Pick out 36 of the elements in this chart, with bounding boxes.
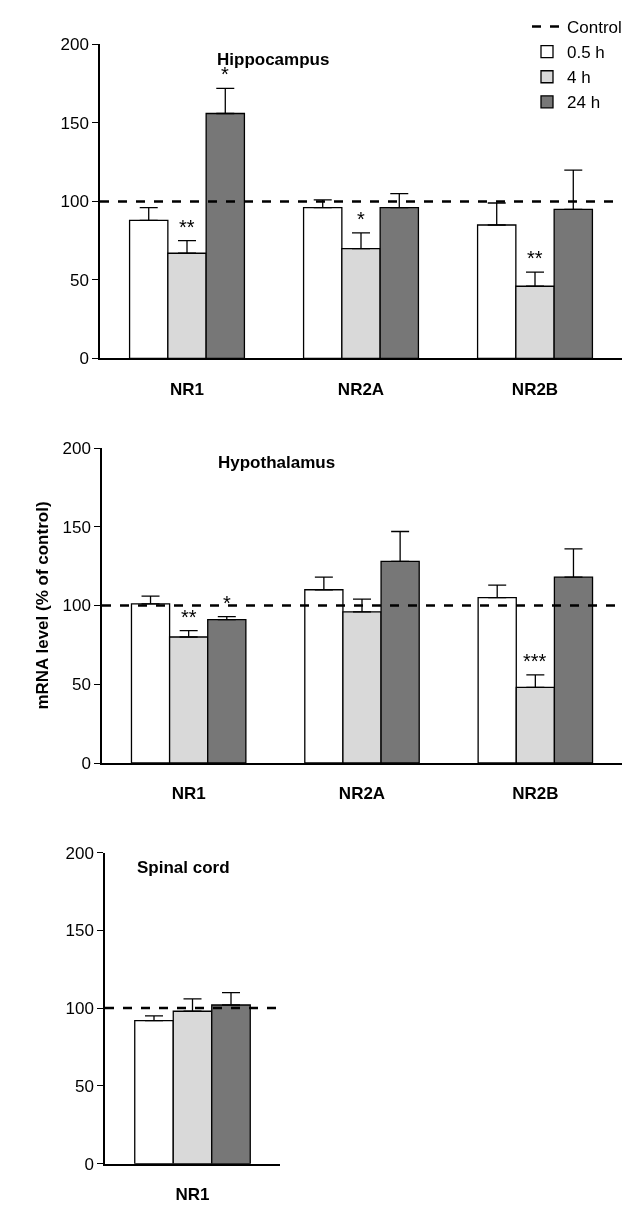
legend-label: 0.5 h bbox=[567, 43, 605, 63]
y-tick-label: 50 bbox=[74, 1076, 94, 1096]
legend-label: 4 h bbox=[567, 68, 591, 88]
y-tick-label: 100 bbox=[65, 999, 94, 1019]
data-label: * bbox=[223, 592, 231, 614]
y-tick-label: 150 bbox=[62, 517, 91, 537]
x-tick-label: NR1 bbox=[175, 1184, 210, 1204]
legend-label: Control bbox=[567, 18, 622, 38]
y-tick-label: 150 bbox=[60, 113, 89, 133]
x-tick-label: NR2A bbox=[338, 784, 386, 804]
x-tick-label: NR2B bbox=[512, 784, 559, 804]
y-tick-label: 150 bbox=[65, 921, 94, 941]
y-tick-label: 50 bbox=[71, 675, 91, 695]
data-label: ** bbox=[181, 606, 197, 628]
x-tick-label: NR2A bbox=[337, 379, 385, 399]
y-tick-label: 200 bbox=[60, 35, 89, 55]
x-tick-label: NR1 bbox=[169, 379, 205, 399]
y-tick-label: 200 bbox=[62, 438, 91, 458]
data-label: *** bbox=[523, 650, 547, 672]
data-label: * bbox=[357, 208, 365, 230]
legend-label: 24 h bbox=[567, 93, 601, 113]
x-tick-label: NR2B bbox=[511, 379, 559, 399]
chart-title: Spinal cord bbox=[137, 858, 230, 877]
y-tick-label: 0 bbox=[79, 349, 89, 369]
chart-title: Hippocampus bbox=[217, 50, 330, 69]
y-tick-label: 200 bbox=[65, 843, 94, 863]
data-label: ** bbox=[527, 247, 543, 269]
y-axis-title: mRNA level (% of control) bbox=[32, 501, 52, 710]
y-tick-label: 50 bbox=[69, 270, 89, 290]
y-tick-label: 0 bbox=[81, 753, 91, 773]
y-tick-label: 0 bbox=[84, 1154, 94, 1174]
data-label: ** bbox=[179, 216, 195, 238]
x-tick-label: NR1 bbox=[171, 784, 206, 804]
y-tick-label: 100 bbox=[62, 596, 91, 616]
chart-title: Hypothalamus bbox=[218, 453, 336, 472]
y-tick-label: 100 bbox=[60, 192, 89, 212]
